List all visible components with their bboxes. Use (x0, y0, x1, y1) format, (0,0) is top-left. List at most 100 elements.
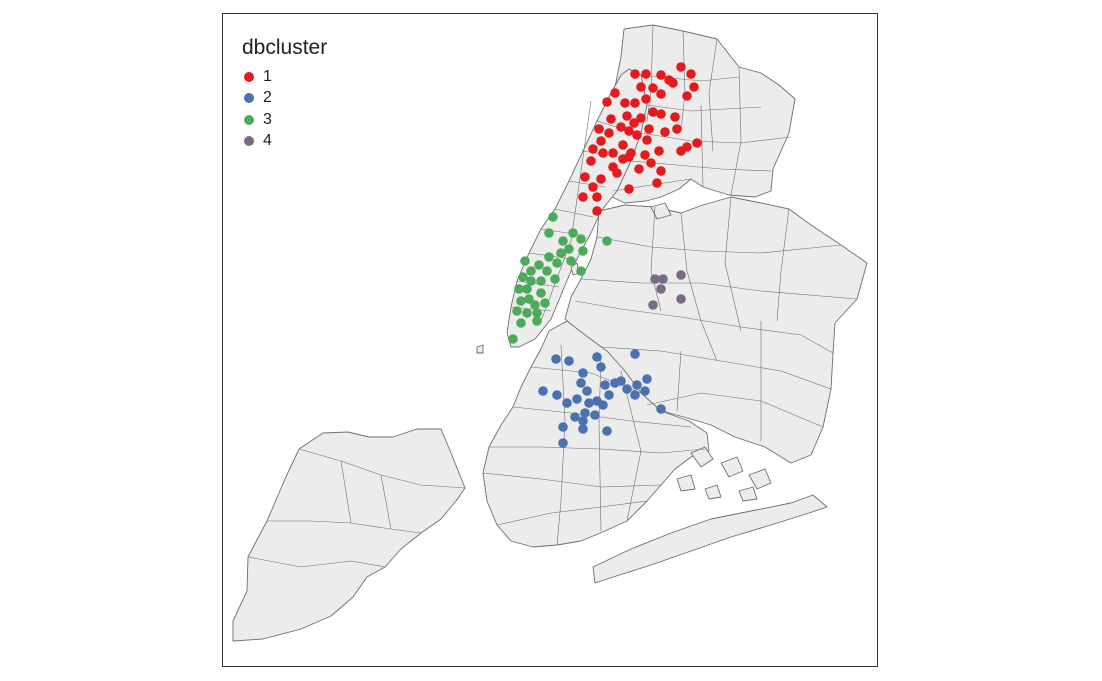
cluster-1-point (668, 78, 678, 88)
cluster-points-layer (508, 62, 702, 448)
cluster-1-point (656, 109, 666, 119)
boundary-line (574, 300, 834, 354)
boundary-line (380, 474, 392, 530)
legend-item-4: 4 (242, 131, 327, 153)
cluster-1-point (676, 146, 686, 156)
jamaica-bay-island (748, 468, 772, 490)
cluster-3-point (516, 318, 526, 328)
cluster-2-point (598, 400, 608, 410)
cluster-3-point (534, 260, 544, 270)
cluster-1-point (604, 128, 614, 138)
cluster-1-point (588, 144, 598, 154)
cluster-1-point (672, 124, 682, 134)
cluster-1-point (610, 88, 620, 98)
cluster-1-point (624, 184, 634, 194)
cluster-2-point (564, 356, 574, 366)
legend-swatch-2 (244, 93, 254, 104)
boundary-line (489, 446, 706, 454)
cluster-3-point (558, 236, 568, 246)
boundary-line (482, 472, 662, 488)
cluster-3-point (526, 276, 536, 286)
jamaica-bay-island (676, 474, 696, 492)
cluster-3-point (522, 308, 532, 318)
cluster-3-point (548, 212, 558, 222)
cluster-1-point (592, 192, 602, 202)
legend-label-4: 4 (263, 132, 272, 150)
boundary-line (700, 104, 704, 188)
cluster-3-point (552, 258, 562, 268)
cluster-2-point (656, 404, 666, 414)
boundary-line (776, 208, 790, 322)
cluster-2-point (584, 398, 594, 408)
boundary-line (496, 500, 648, 526)
cluster-1-point (644, 124, 654, 134)
cluster-3-point (536, 276, 546, 286)
boundary-line (340, 460, 352, 524)
small-island (650, 202, 672, 220)
cluster-1-point (624, 152, 634, 162)
cluster-2-point (630, 390, 640, 400)
cluster-3-point (602, 236, 612, 246)
boundary-line (540, 100, 592, 322)
cluster-2-point (622, 384, 632, 394)
cluster-1-point (686, 69, 696, 79)
cluster-3-point (514, 284, 524, 294)
boundary-line (620, 370, 642, 522)
boundary-line (646, 392, 824, 428)
cluster-1-point (594, 124, 604, 134)
cluster-2-point (596, 362, 606, 372)
cluster-1-point (592, 206, 602, 216)
cluster-1-point (682, 91, 692, 101)
boundary-line (554, 208, 594, 218)
legend-title: dbcluster (242, 36, 328, 59)
boundary-line (247, 556, 386, 568)
cluster-4-point (676, 270, 686, 280)
legend: dbcluster 1 2 3 4 (242, 36, 327, 152)
cluster-1-point (642, 135, 652, 145)
cluster-2-point (576, 378, 586, 388)
cluster-4-point (650, 274, 660, 284)
cluster-3-point (516, 296, 526, 306)
cluster-3-point (518, 272, 528, 282)
cluster-1-point (646, 158, 656, 168)
boundary-line (676, 350, 682, 412)
cluster-1-point (656, 89, 666, 99)
boundary-line (512, 406, 692, 428)
boundary-line (730, 66, 742, 196)
cluster-1-point (630, 69, 640, 79)
cluster-1-point (692, 138, 702, 148)
boundary-line (646, 104, 762, 112)
cluster-2-point (632, 380, 642, 390)
cluster-1-point (618, 140, 628, 150)
cluster-2-point (552, 390, 562, 400)
cluster-1-point (578, 192, 588, 202)
cluster-1-point (648, 83, 658, 93)
legend-item-2: 2 (242, 88, 327, 110)
cluster-1-point (596, 136, 606, 146)
cluster-2-point (570, 412, 580, 422)
jamaica-bay-island (738, 486, 758, 502)
cluster-1-point (616, 122, 626, 132)
cluster-3-point (512, 306, 522, 316)
cluster-1-point (622, 111, 632, 121)
boundary-line (680, 212, 718, 362)
cluster-4-point (658, 274, 668, 284)
boundary-line (724, 196, 742, 332)
cluster-1-point (641, 69, 651, 79)
cluster-2-point (630, 349, 640, 359)
cluster-3-point (526, 266, 536, 276)
cluster-3-point (578, 246, 588, 256)
legend-label-3: 3 (263, 110, 272, 128)
boundary-line (650, 206, 662, 312)
cluster-1-point (636, 113, 646, 123)
jamaica-bay-island (704, 484, 722, 500)
boundary-line (600, 346, 832, 390)
cluster-1-point (602, 97, 612, 107)
cluster-1-point (624, 126, 634, 136)
legend-label-1: 1 (263, 67, 272, 85)
cluster-1-point (652, 178, 662, 188)
cluster-2-point (590, 410, 600, 420)
jamaica-bay-island (690, 446, 714, 468)
cluster-1-point (598, 148, 608, 158)
cluster-2-point (538, 386, 548, 396)
